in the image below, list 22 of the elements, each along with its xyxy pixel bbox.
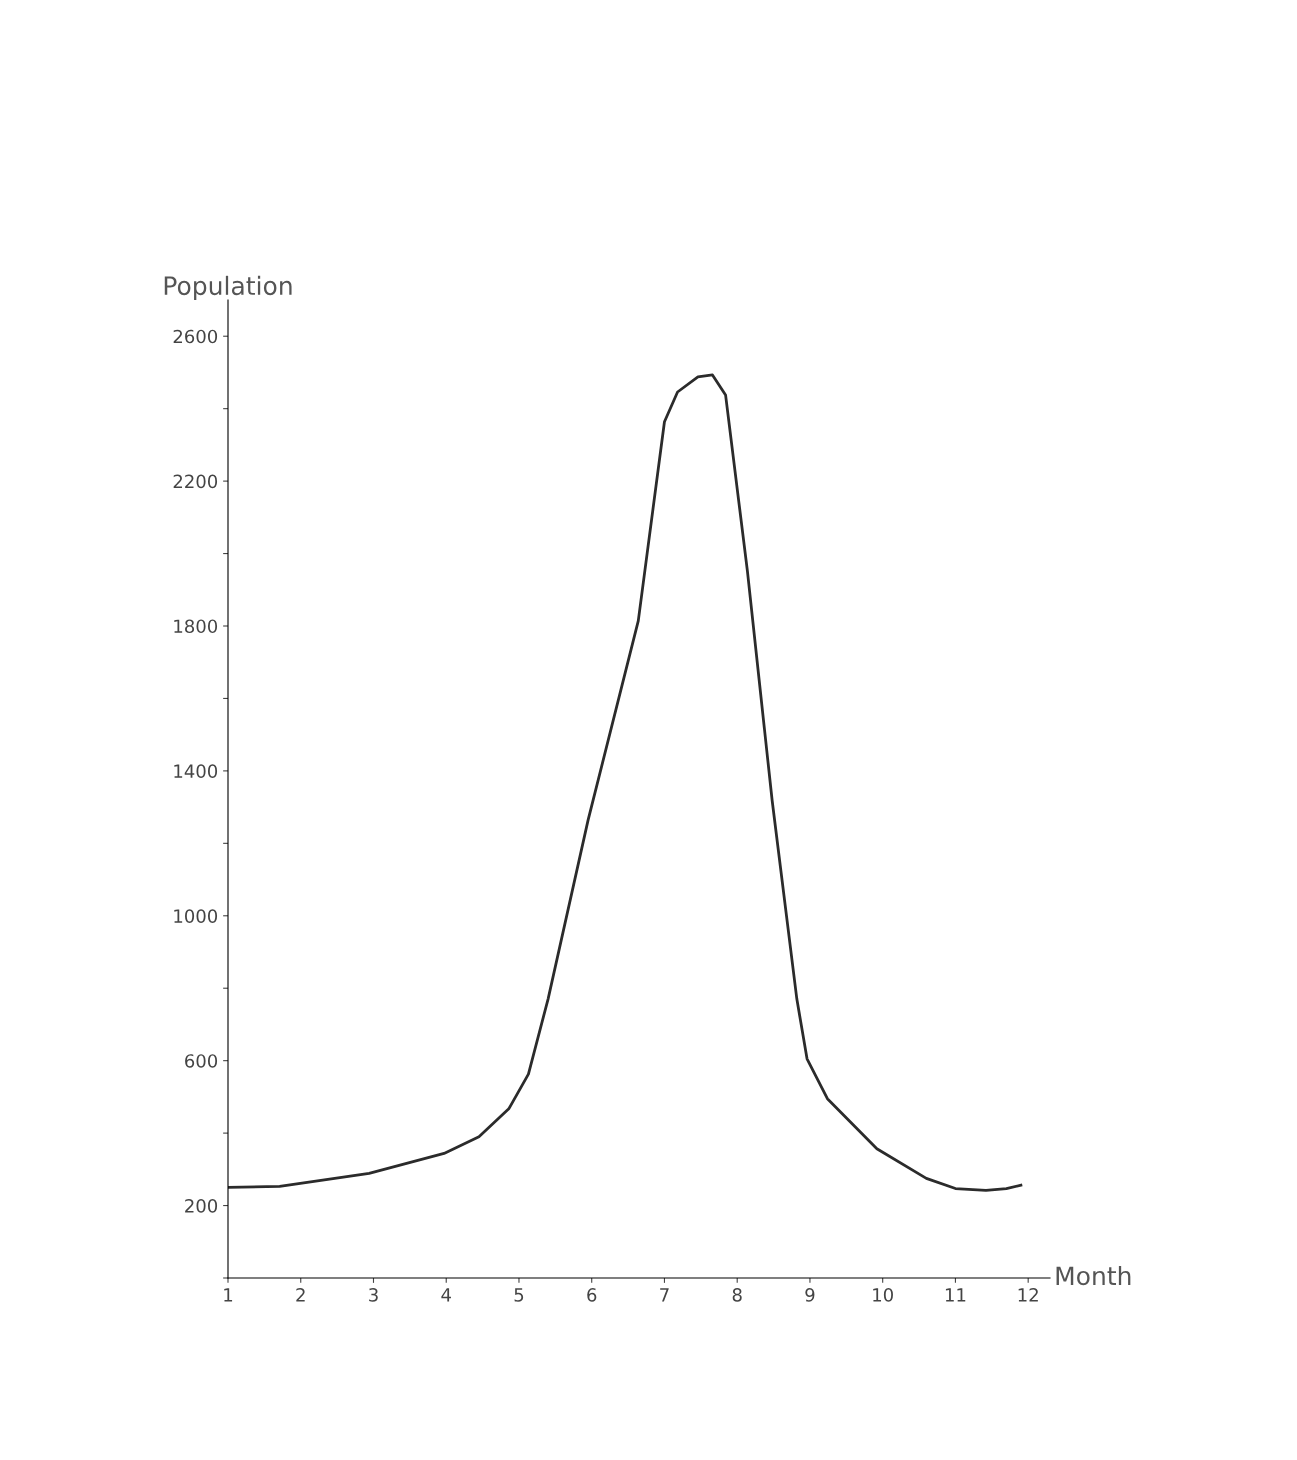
y-tick-label: 2200 xyxy=(173,474,218,489)
x-tick-label: 6 xyxy=(587,1288,597,1302)
x-tick-label: 9 xyxy=(805,1288,815,1302)
y-tick-label: 1000 xyxy=(174,909,218,923)
x-tick-label: 1 xyxy=(224,1288,233,1302)
x-tick-label: 8 xyxy=(732,1288,742,1302)
x-tick-label: 5 xyxy=(514,1288,524,1302)
x-axis-title: Month xyxy=(1056,1265,1131,1286)
y-tick-label: 1400 xyxy=(174,764,218,779)
x-tick-label: 3 xyxy=(369,1288,378,1302)
y-tick-label: 1800 xyxy=(174,619,218,634)
line-series xyxy=(228,373,1023,1192)
x-tick-label: 7 xyxy=(660,1288,669,1302)
x-tick-label: 2 xyxy=(296,1288,305,1302)
x-tick-label: 4 xyxy=(441,1288,451,1302)
y-tick-label: 2600 xyxy=(173,329,218,344)
y-axis-title: Population xyxy=(164,275,292,300)
x-tick-label: 12 xyxy=(1018,1288,1038,1302)
x-tick-label: 11 xyxy=(945,1288,966,1302)
x-tick-label: 10 xyxy=(873,1288,893,1302)
y-tick-label: 200 xyxy=(185,1199,218,1213)
y-tick-label: 600 xyxy=(185,1054,218,1068)
